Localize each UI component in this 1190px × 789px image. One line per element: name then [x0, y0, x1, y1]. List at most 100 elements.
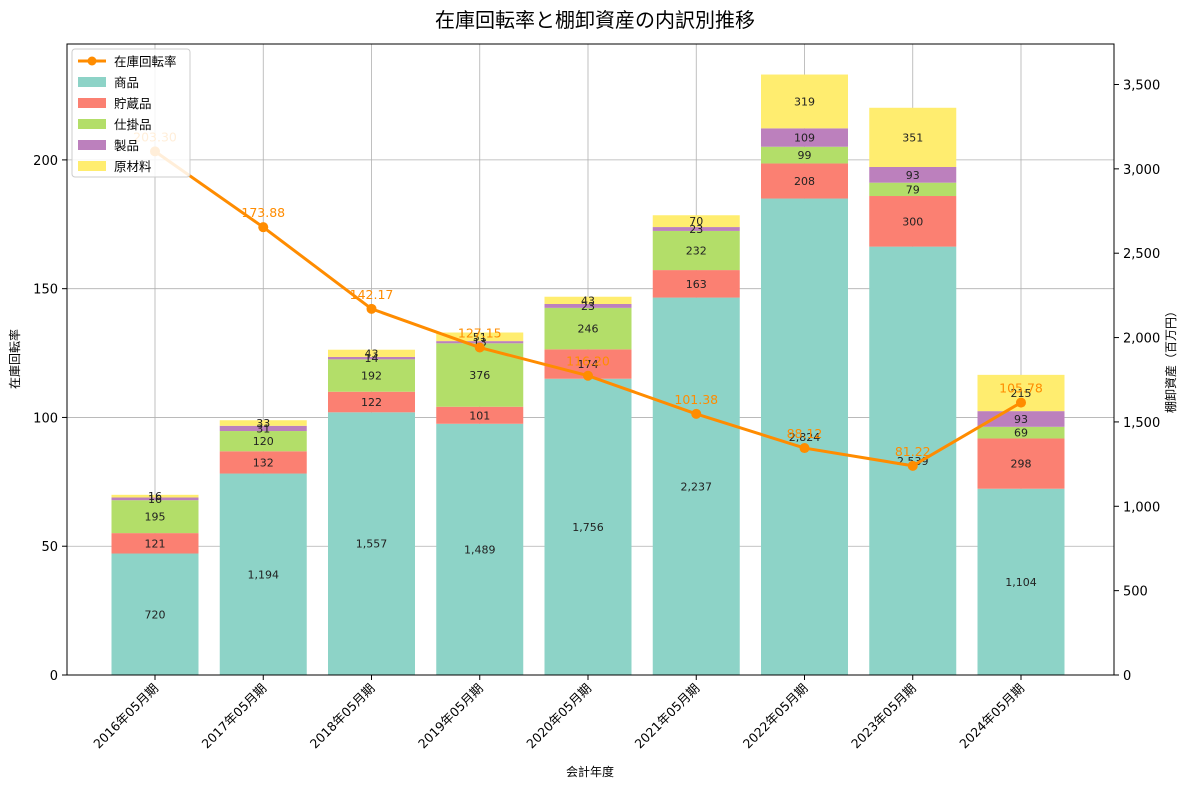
turnover-point [258, 222, 269, 233]
y-tick-label-right: 500 [1123, 585, 1148, 600]
y-axis-label-right: 棚卸資産（百万円） [1163, 305, 1178, 413]
bar-segment [761, 198, 848, 676]
bar-segment-label: 163 [686, 278, 707, 291]
bar-segment [761, 74, 848, 129]
bar-segment [219, 425, 307, 432]
bar-segment-label: 31 [256, 422, 270, 435]
bar-segment-label: 2,237 [681, 480, 713, 493]
turnover-point [474, 342, 485, 353]
bar-segment [219, 473, 307, 675]
bar-segment [652, 227, 740, 231]
bar-segment-label: 16 [148, 493, 162, 506]
bar-segment [544, 296, 632, 304]
bar-segment [652, 215, 740, 228]
bar-segment-label: 319 [794, 95, 815, 108]
x-tick-label: 2017年05月期 [199, 681, 270, 752]
bar-segment [977, 438, 1065, 489]
y-tick-label-right: 3,500 [1123, 78, 1160, 93]
bar-segment [328, 359, 415, 392]
legend-swatch [78, 161, 106, 171]
segment-labels-layer: 72012119516161,19413212031331,5571221921… [145, 95, 1037, 621]
y-tick-label-right: 2,500 [1123, 247, 1160, 262]
bar-segment-label: 208 [794, 175, 815, 188]
y-tick-label-right: 0 [1123, 669, 1131, 684]
turnover-label: 105.78 [999, 381, 1043, 396]
bar-segment-label: 69 [1014, 427, 1028, 440]
y-tick-label-left: 0 [50, 669, 58, 684]
bar-segment [544, 303, 632, 308]
bar-segment [761, 163, 848, 199]
y-tick-label-left: 150 [33, 283, 58, 298]
turnover-label: 127.15 [458, 326, 502, 341]
bar-segment [436, 332, 524, 342]
bar-segment-label: 23 [581, 300, 595, 313]
chart-title: 在庫回転率と棚卸資産の内訳別推移 [435, 8, 755, 32]
bar-segment-label: 298 [1011, 458, 1032, 471]
turnover-label: 81.22 [895, 444, 931, 459]
turnover-point [799, 443, 810, 454]
bar-segment-label: 14 [365, 352, 379, 365]
bar-segment-label: 109 [794, 132, 815, 145]
turnover-label: 173.88 [241, 205, 285, 220]
bar-segment [761, 128, 848, 147]
bar-segment-label: 376 [469, 369, 490, 382]
bar-segment-label: 1,489 [464, 543, 496, 556]
turnover-label: 88.12 [787, 426, 823, 441]
legend-label: 製品 [114, 138, 139, 153]
turnover-point [366, 303, 377, 314]
bar-segment-label: 51 [473, 331, 487, 344]
bar-segment [111, 533, 199, 554]
bar-segment-label: 300 [902, 215, 923, 228]
y-tick-label-right: 2,000 [1123, 332, 1160, 347]
bar-segment-label: 1,104 [1005, 576, 1037, 589]
x-tick-label: 2023年05月期 [848, 681, 919, 752]
plot-frame [66, 43, 1115, 676]
y-tick-label-right: 1,500 [1123, 416, 1160, 431]
x-tick-label: 2016年05月期 [90, 681, 161, 752]
legend-label: 在庫回転率 [114, 54, 177, 69]
bar-segment [977, 488, 1065, 675]
y-axis-label-left: 在庫回転率 [7, 329, 22, 389]
bar-segment [761, 146, 848, 164]
legend-label: 商品 [114, 75, 139, 90]
bar-segment [652, 230, 740, 271]
bar-segment-label: 43 [581, 294, 595, 307]
turnover-point [1016, 397, 1026, 408]
bar-segment [652, 270, 740, 298]
bar-segment-label: 174 [578, 358, 599, 371]
bar-segment-label: 132 [253, 456, 274, 469]
y-tick-label-left: 100 [33, 411, 58, 426]
bar-segment [869, 166, 957, 183]
bar-segment [544, 307, 632, 350]
legend-swatch [78, 140, 106, 150]
x-tick-label: 2024年05月期 [956, 681, 1027, 752]
turnover-point [691, 408, 702, 419]
bar-segment-label: 1,194 [248, 568, 280, 581]
bar-segment [219, 431, 307, 452]
y-tick-label-right: 3,000 [1123, 163, 1160, 178]
x-tick-label: 2021年05月期 [632, 681, 703, 752]
legend-swatch [78, 77, 106, 87]
bar-segment-label: 70 [689, 215, 703, 228]
bar-segment [436, 423, 524, 675]
x-tick-label: 2018年05月期 [307, 681, 378, 752]
bar-segment [544, 378, 632, 675]
bar-segment [328, 391, 415, 413]
turnover-label: 116.20 [566, 354, 610, 369]
legend-swatch [78, 98, 106, 108]
bar-segment [328, 356, 415, 360]
bar-segment-label: 23 [689, 223, 703, 236]
bar-segment-label: 16 [148, 490, 162, 503]
legend-label: 原材料 [114, 159, 152, 174]
bar-segment-label: 122 [361, 396, 382, 409]
bar-segment-label: 93 [906, 169, 920, 182]
bar-segment [111, 497, 199, 501]
bar-segment [328, 412, 415, 675]
bar-segment [869, 107, 957, 167]
bar-segment-label: 93 [1014, 413, 1028, 426]
bar-segment-label: 43 [365, 347, 379, 360]
bar-segment-label: 192 [361, 370, 382, 383]
bar-segment [869, 182, 957, 197]
